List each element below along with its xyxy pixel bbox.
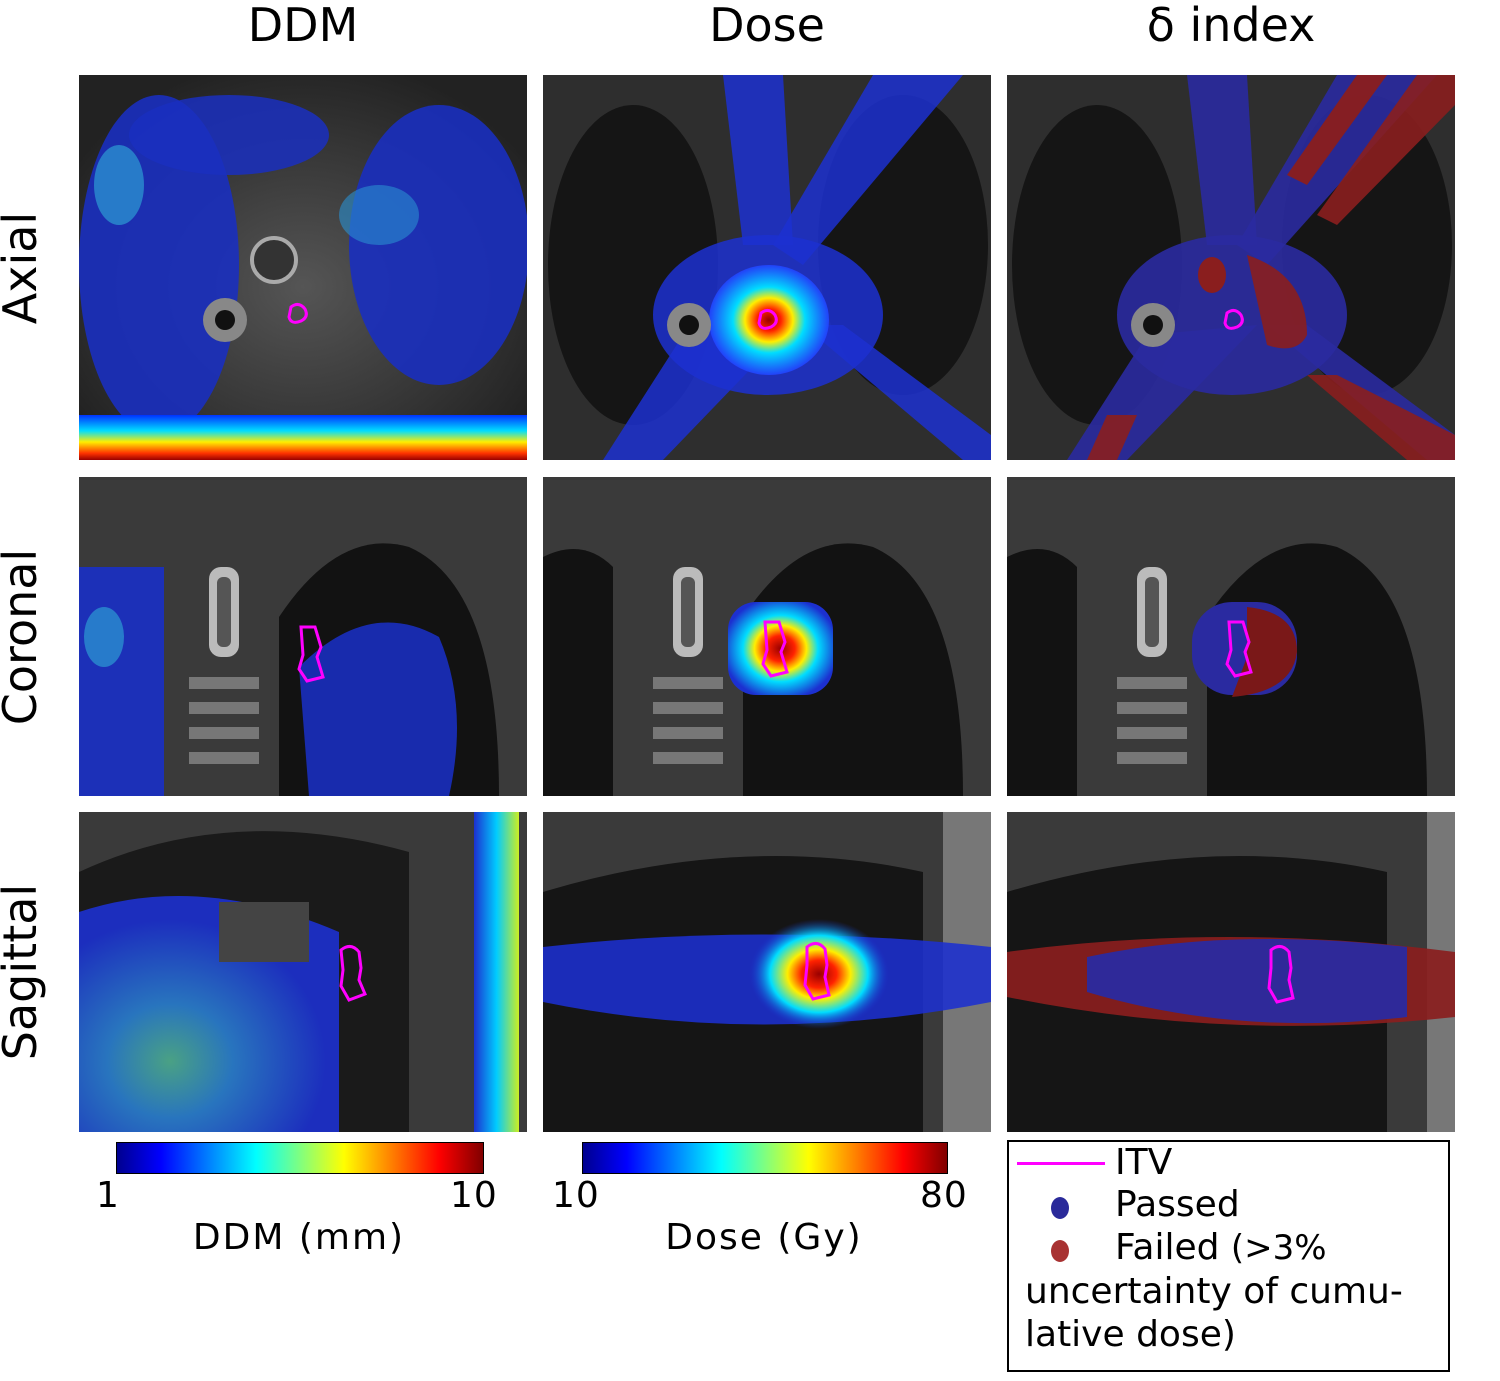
coronal-delta-index-image <box>1007 477 1455 796</box>
dose-colorbar <box>582 1142 948 1174</box>
column-header-dose: Dose <box>709 0 825 52</box>
legend-failed-label: Failed (>3% <box>1115 1227 1327 1268</box>
sagittal-delta-index-image <box>1007 812 1455 1132</box>
coronal-dose-image <box>543 477 991 796</box>
dose-colorbar-max: 80 <box>920 1175 968 1216</box>
failed-dot-swatch <box>1051 1240 1069 1262</box>
legend-itv-label: ITV <box>1115 1142 1173 1183</box>
legend-failed-detail-2: uncertainty of cumu- <box>1025 1271 1403 1312</box>
itv-line-swatch <box>1017 1162 1105 1165</box>
row-label-coronal: Coronal <box>0 548 47 725</box>
sagittal-ddm-image <box>79 812 527 1132</box>
axial-dose-image <box>543 75 991 460</box>
passed-dot-swatch <box>1051 1197 1069 1219</box>
ddm-colorbar-max: 10 <box>450 1175 498 1216</box>
column-header-ddm: DDM <box>247 0 359 52</box>
sagittal-dose-image <box>543 812 991 1132</box>
dose-colorbar-min: 10 <box>552 1175 600 1216</box>
row-label-axial: Axial <box>0 211 48 324</box>
axial-delta-index-image <box>1007 75 1455 460</box>
ddm-colorbar-min: 1 <box>96 1175 120 1216</box>
coronal-ddm-image <box>79 477 527 796</box>
dose-colorbar-label: Dose (Gy) <box>665 1217 863 1258</box>
column-header-delta-index: δ index <box>1146 0 1316 52</box>
legend: ITV Passed Failed (>3% uncertainty of cu… <box>1007 1140 1450 1372</box>
legend-passed-label: Passed <box>1115 1184 1240 1225</box>
ddm-colorbar-label: DDM (mm) <box>192 1217 406 1258</box>
ddm-colorbar <box>116 1142 484 1174</box>
legend-failed-detail-3: lative dose) <box>1025 1314 1236 1355</box>
row-label-sagittal: Sagittal <box>0 883 48 1061</box>
axial-ddm-image <box>79 75 527 460</box>
